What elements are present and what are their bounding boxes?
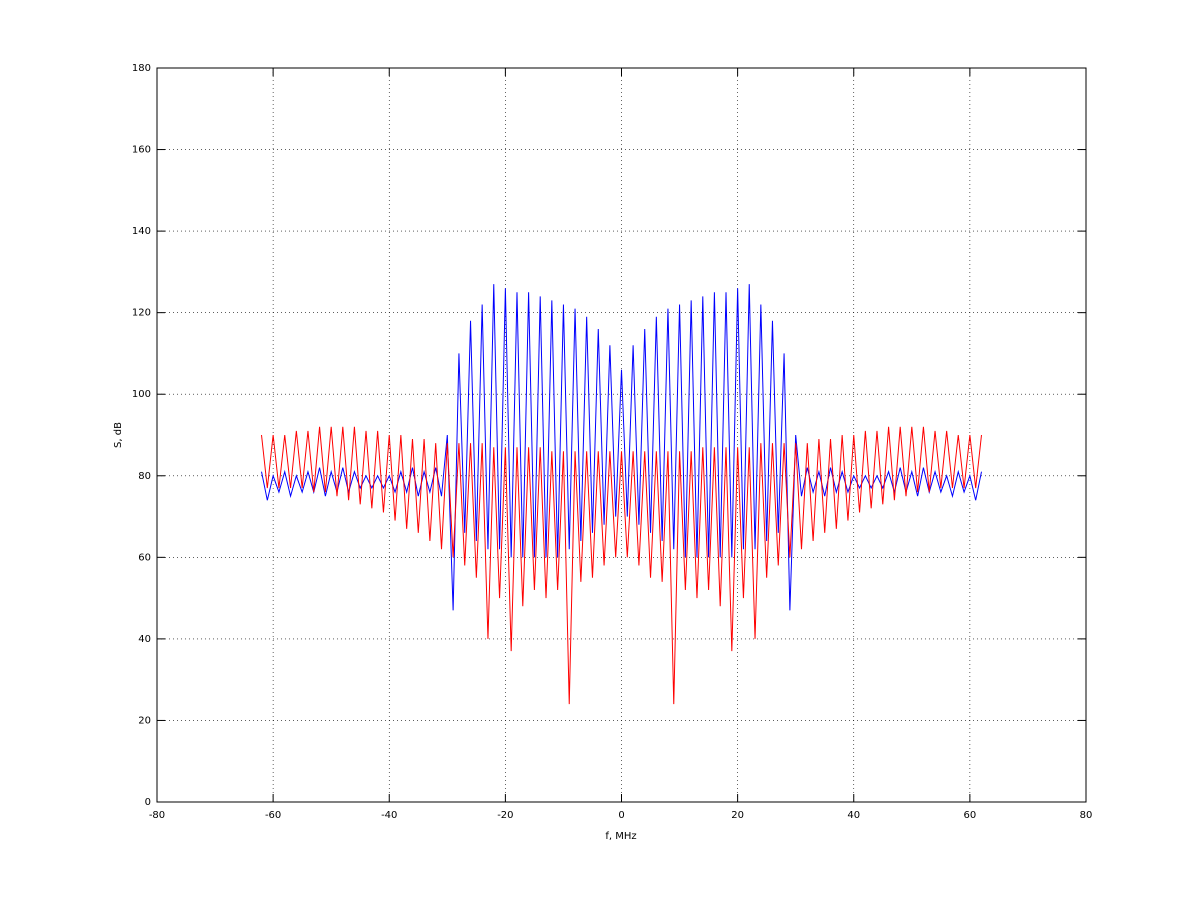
x-tick-label: 60	[964, 810, 977, 821]
data-line	[261, 426, 982, 705]
y-tick-label: 180	[132, 63, 151, 74]
x-tick-label: 0	[618, 810, 624, 821]
y-tick-label: 0	[145, 797, 151, 808]
x-tick-label: -60	[265, 810, 281, 821]
y-tick-label: 100	[132, 389, 151, 400]
y-tick-label: 40	[138, 634, 151, 645]
y-tick-label: 160	[132, 145, 151, 156]
x-tick-label: 40	[847, 810, 860, 821]
x-tick-label: -80	[149, 810, 165, 821]
y-tick-label: 20	[138, 715, 151, 726]
x-tick-label: -20	[497, 810, 513, 821]
x-tick-label: 20	[731, 810, 744, 821]
y-tick-label: 80	[138, 471, 151, 482]
x-tick-label: 80	[1080, 810, 1093, 821]
y-tick-label: 60	[138, 552, 151, 563]
y-tick-label: 120	[132, 308, 151, 319]
y-axis-label: S, dB	[113, 422, 124, 448]
x-axis-label: f, MHz	[605, 831, 636, 842]
x-tick-label: -40	[381, 810, 397, 821]
y-tick-label: 140	[132, 226, 151, 237]
